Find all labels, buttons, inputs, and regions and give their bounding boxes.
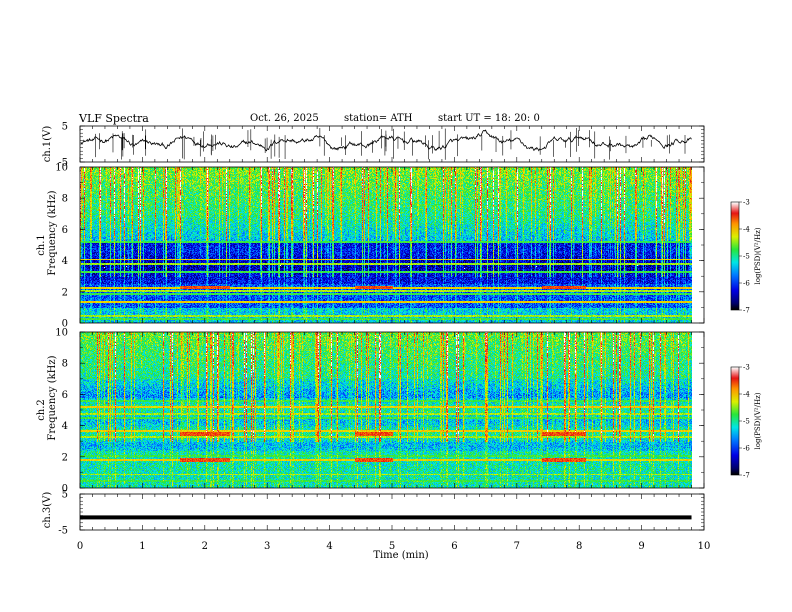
ch1-frequency-tick-label: 10	[55, 163, 68, 174]
ch3-voltage-tick-label: 5	[62, 490, 68, 501]
ch1-voltage-axis-label: ch.1(V)	[42, 126, 53, 163]
ch1-spectrogram-image	[80, 167, 692, 323]
ch2-spectrogram-channel-label: ch.2	[36, 399, 47, 421]
cbar2-tick-label: -3	[743, 364, 750, 372]
cbar2-tick-label: -5	[743, 418, 750, 426]
ch2-spectrogram-frame	[79, 331, 705, 489]
ch2-frequency-tick-label: 0	[62, 484, 68, 495]
cbar1-frame	[730, 201, 740, 311]
ch1-voltage-tick-label: 5	[62, 122, 68, 133]
time-tick-label: 5	[389, 541, 395, 552]
ch1-spectrogram-frame	[79, 166, 705, 324]
ch3-waveform-frame	[79, 493, 705, 531]
ch2-frequency-tick-label: 6	[62, 390, 68, 401]
ch2-colorbar	[731, 367, 739, 475]
time-tick-label: 10	[698, 541, 711, 552]
cbar1-tick-label: -4	[743, 226, 750, 234]
ch1-frequency-axis-label: Frequency (kHz)	[47, 190, 58, 275]
station-label: station= ATH	[344, 113, 413, 124]
ch2-frequency-tick-label: 8	[62, 359, 68, 370]
cbar2-tick-label: -6	[743, 445, 750, 453]
time-tick-label: 8	[576, 541, 582, 552]
figure-title: VLF Spectra	[79, 112, 149, 125]
ch1-voltage-tick-label: -5	[58, 158, 68, 169]
ch1-frequency-tick-label: 2	[62, 287, 68, 298]
ch1-colorbar-label: log(PSD)(V²/Hz)	[754, 227, 762, 284]
ch3-voltage-axis-label: ch.3(V)	[42, 492, 53, 529]
ch2-frequency-axis-label: Frequency (kHz)	[47, 355, 58, 440]
start-time-label: start UT = 18: 20: 0	[438, 113, 540, 124]
ch2-frequency-tick-label: 10	[55, 328, 68, 339]
ch1-frequency-tick-label: 0	[62, 319, 68, 330]
ch1-spectrogram-channel-label: ch.1	[36, 234, 47, 256]
date-label: Oct. 26, 2025	[250, 113, 319, 124]
cbar1-tick-label: -3	[743, 199, 750, 207]
time-tick-label: 3	[264, 541, 270, 552]
cbar2-frame	[730, 366, 740, 476]
ch1-colorbar	[731, 202, 739, 310]
ch1-frequency-tick-label: 6	[62, 225, 68, 236]
ch2-spectrogram-image	[80, 332, 692, 488]
time-tick-label: 0	[77, 541, 83, 552]
cbar1-tick-label: -7	[743, 307, 750, 315]
time-tick-label: 4	[326, 541, 332, 552]
ch3-waveform-line	[80, 515, 692, 520]
ch2-frequency-tick-label: 2	[62, 452, 68, 463]
time-axis-label: Time (min)	[373, 550, 428, 561]
ch3-voltage-tick-label: -5	[58, 526, 68, 537]
cbar1-tick-label: -6	[743, 280, 750, 288]
time-tick-label: 2	[202, 541, 208, 552]
ch2-frequency-tick-label: 4	[62, 421, 68, 432]
ch2-colorbar-label: log(PSD)(V²/Hz)	[754, 392, 762, 449]
time-tick-label: 7	[514, 541, 520, 552]
time-tick-label: 1	[139, 541, 145, 552]
cbar2-tick-label: -7	[743, 472, 750, 480]
ch1-frequency-tick-label: 4	[62, 256, 68, 267]
cbar1-tick-label: -5	[743, 253, 750, 261]
time-tick-label: 9	[638, 541, 644, 552]
cbar2-tick-label: -4	[743, 391, 750, 399]
ch1-frequency-tick-label: 8	[62, 194, 68, 205]
time-tick-label: 6	[451, 541, 457, 552]
